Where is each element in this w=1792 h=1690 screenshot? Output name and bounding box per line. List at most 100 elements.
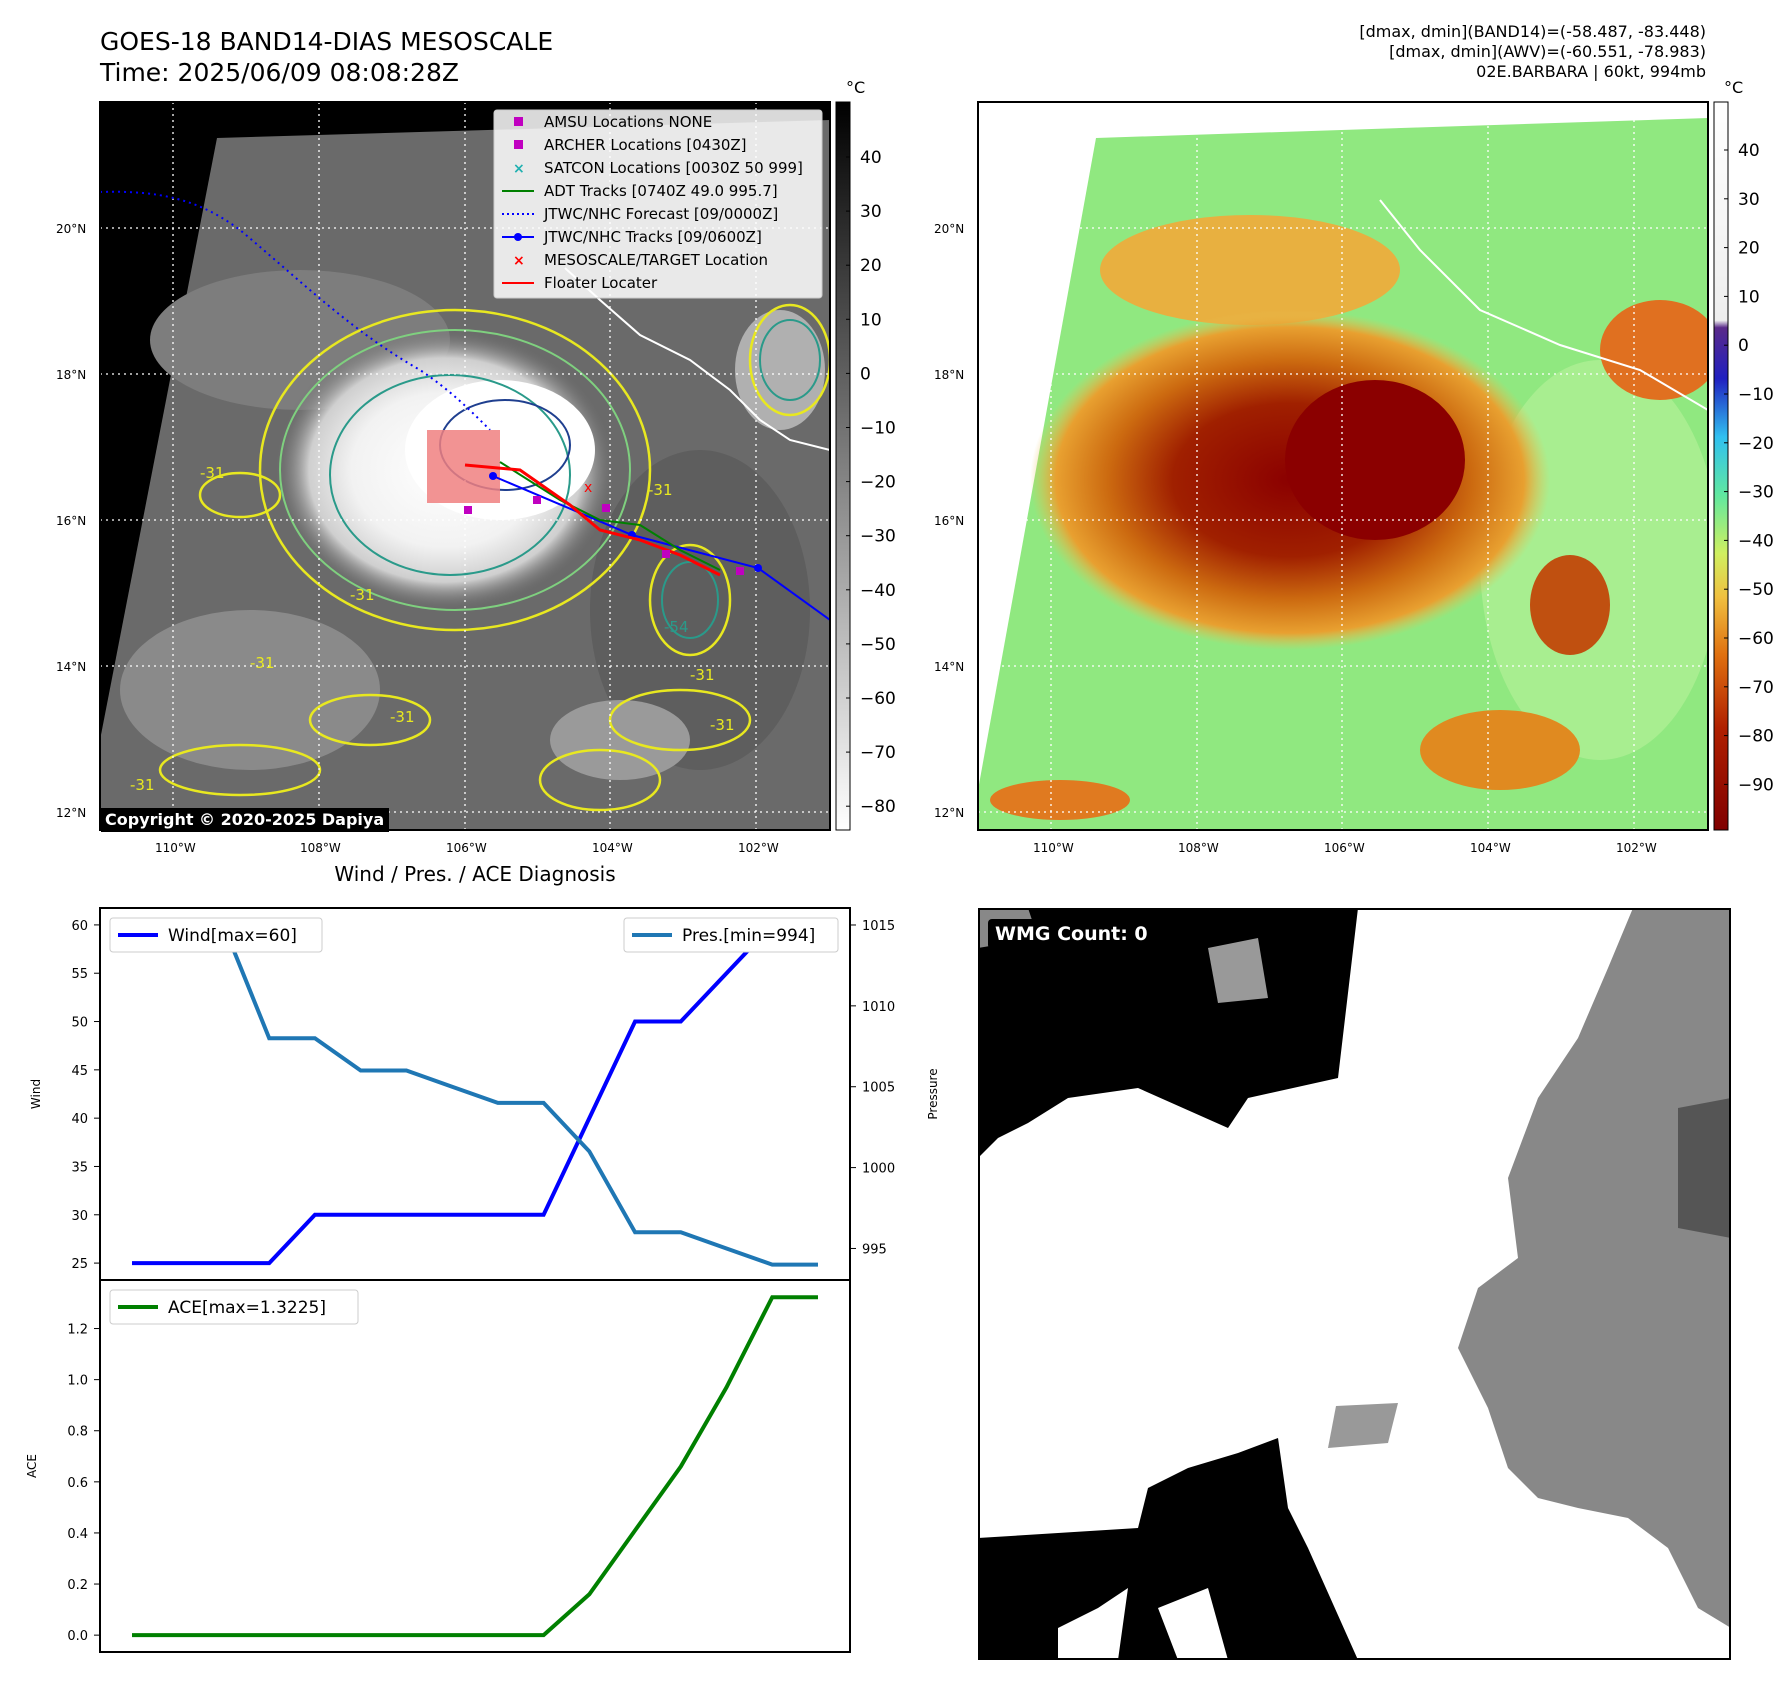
colorbar-tick-label: −30 — [860, 527, 896, 547]
figure-title: GOES-18 BAND14-DIAS MESOSCALE Time: 2025… — [100, 26, 553, 88]
colorbar-tick-label: −50 — [860, 635, 896, 655]
floater-track — [464, 463, 721, 577]
lon-label: 104°W — [592, 841, 633, 855]
y-tick-label: 45 — [71, 1064, 88, 1079]
legend-label: ARCHER Locations [0430Z] — [544, 136, 747, 154]
lon-label: 106°W — [1324, 841, 1365, 855]
stats-line-1: [dmax, dmin](BAND14)=(-58.487, -83.448) — [1359, 22, 1706, 41]
colorbar-tick-label: −60 — [860, 689, 896, 709]
colorbar-tick-label: −20 — [860, 473, 896, 493]
colorbar-tick-label: −80 — [860, 797, 896, 817]
y-tick-label: 0.6 — [67, 1476, 88, 1491]
lon-label: 110°W — [155, 841, 196, 855]
lat-label: 20°N — [56, 222, 86, 236]
pressure-legend-label: Pres.[min=994] — [682, 926, 815, 946]
wind-axis-label: Wind — [29, 1079, 43, 1109]
colorbar-tick-label: −90 — [1738, 775, 1774, 795]
ace-legend-box — [109, 1289, 359, 1325]
colorbar-tick-label: 0 — [1738, 336, 1749, 356]
colorbar-tick-label: −10 — [860, 419, 896, 439]
lon-label: 102°W — [1616, 841, 1657, 855]
legend-label: ADT Tracks [0740Z 49.0 995.7] — [544, 182, 778, 200]
contour-label: -31 — [648, 481, 673, 499]
awv-coastline — [1379, 199, 1708, 411]
coastline — [564, 267, 830, 451]
y-tick-label: 60 — [71, 919, 88, 934]
stats-block: [dmax, dmin](BAND14)=(-58.487, -83.448) … — [1359, 22, 1706, 82]
awv-colorbar — [1713, 101, 1729, 831]
awv-map-frame — [977, 101, 1709, 831]
lat-label: 12°N — [56, 806, 86, 820]
colorbar-tick-label: −80 — [1738, 727, 1774, 747]
ace-legend-label: ACE[max=1.3225] — [168, 1298, 326, 1318]
lat-label: 16°N — [56, 514, 86, 528]
contour-label: -31 — [710, 716, 735, 734]
y-tick-label: 0.8 — [67, 1425, 88, 1440]
lon-label: 108°W — [1178, 841, 1219, 855]
y-tick-label: 25 — [71, 1257, 88, 1272]
ace-frame — [99, 1279, 851, 1653]
stats-line-2: [dmax, dmin](AWV)=(-60.551, -78.983) — [1389, 42, 1706, 61]
title-line-1: GOES-18 BAND14-DIAS MESOSCALE — [100, 27, 554, 56]
legend-marker — [514, 233, 522, 241]
copyright-label: Copyright © 2020-2025 Dapiya — [101, 808, 390, 832]
colorbar-tick-label: 40 — [1738, 141, 1760, 161]
pressure-line — [132, 922, 818, 1267]
y-tick-label: 40 — [71, 1112, 88, 1127]
wind-legend-box — [109, 917, 323, 953]
adt-track — [499, 461, 721, 571]
ace-axis-label: ACE — [25, 1454, 39, 1478]
contour-label: -31 — [690, 666, 715, 684]
diagnosis-chart: 60 55 50 45 40 35 30 25 1015 1010 1005 1000 995 Wind P… — [25, 907, 940, 1653]
y-tick-label: 50 — [71, 1016, 88, 1031]
stats-line-3: 02E.BARBARA | 60kt, 994mb — [1476, 62, 1706, 81]
colorbar-tick-label: −40 — [860, 581, 896, 601]
title-line-2: Time: 2025/06/09 08:08:28Z — [100, 58, 459, 87]
y-tick-label: 1.0 — [67, 1374, 88, 1389]
legend-label: JTWC/NHC Tracks [09/0600Z] — [543, 228, 762, 246]
contour-label: -31 — [390, 708, 415, 726]
lat-label: 14°N — [56, 660, 86, 674]
legend-label: AMSU Locations NONE — [544, 113, 712, 131]
wmg-panel — [978, 908, 1731, 1660]
ir-map: x -31 -31 -31 -31 -31 -31 -31 -31 -54 AM… — [56, 78, 1774, 855]
y2-tick-label: 1010 — [862, 1000, 895, 1015]
legend-label: MESOSCALE/TARGET Location — [544, 251, 768, 269]
wmg-frame — [978, 908, 1731, 1660]
colorbar-tick-label: −70 — [1738, 678, 1774, 698]
colorbar-tick-label: −10 — [1738, 385, 1774, 405]
legend-marker — [514, 117, 523, 126]
contour-label: -31 — [130, 776, 155, 794]
colorbar-tick-label: 20 — [1738, 239, 1760, 259]
y2-tick-label: 1015 — [862, 919, 895, 934]
legend-marker: × — [513, 161, 525, 177]
lat-label: 18°N — [56, 368, 86, 382]
ace-line — [132, 1295, 818, 1638]
forecast-track — [100, 190, 491, 431]
colorbar-tick-label: 10 — [1738, 287, 1760, 307]
y-tick-label: 0.4 — [67, 1527, 88, 1542]
ir-colorbar-unit: °C — [846, 78, 865, 97]
legend-marker: × — [513, 253, 525, 269]
contour-label: -31 — [200, 464, 225, 482]
nhc-track — [492, 475, 830, 621]
ir-legend: AMSU Locations NONE ARCHER Locations [043… — [493, 109, 823, 299]
y-tick-label: 55 — [71, 967, 88, 982]
ir-map-frame — [99, 101, 831, 831]
lon-label: 104°W — [1470, 841, 1511, 855]
colorbar-tick-label: −20 — [1738, 434, 1774, 454]
y-tick-label: 30 — [71, 1209, 88, 1224]
colorbar-tick-label: −50 — [1738, 580, 1774, 600]
colorbar-tick-label: −70 — [860, 743, 896, 763]
lat-label: 12°N — [934, 806, 964, 820]
lat-label: 20°N — [934, 222, 964, 236]
colorbar-tick-label: 40 — [860, 148, 882, 168]
y2-tick-label: 1000 — [862, 1162, 895, 1177]
pressure-axis-label: Pressure — [926, 1068, 940, 1119]
y-tick-label: 0.2 — [67, 1578, 88, 1593]
svg-text:x: x — [584, 480, 592, 496]
colorbar-tick-label: −60 — [1738, 629, 1774, 649]
legend-label: Floater Locater — [544, 274, 658, 292]
contour-label: -31 — [250, 654, 275, 672]
contour-label: -31 — [350, 586, 375, 604]
